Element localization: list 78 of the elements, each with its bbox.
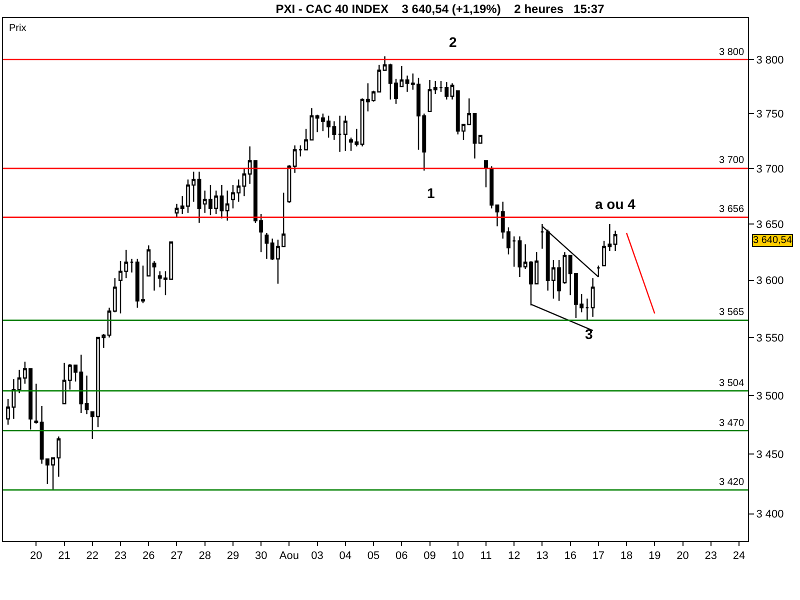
annotation: 1 [427,185,435,201]
candlestick [433,80,438,95]
x-tick-label: 23 [114,550,127,562]
candlestick [512,236,516,268]
x-tick-label: 12 [508,550,520,562]
y-tick-label: 3 700 [756,163,784,176]
annotation: 2 [449,34,457,50]
x-tick-label: 09 [424,550,436,562]
annotation: 3 [585,326,593,342]
x-tick-label: 23 [704,550,718,562]
x-tick-label: 28 [198,550,211,562]
candlestick [439,80,443,92]
x-tick-label: Aou [279,550,299,562]
x-tick-label: 26 [142,550,155,562]
candlestick [338,115,342,153]
y-tick-label: 3 800 [756,54,784,66]
candlestick [590,278,595,318]
candlestick [450,82,454,100]
ref-line-label: 3 504 [719,378,744,389]
candlestick [428,79,432,112]
x-tick-label: 20 [676,550,689,562]
candlestick [225,190,230,222]
x-tick-label: 21 [58,550,70,562]
y-tick-label: 3 750 [756,108,784,120]
x-tick-label: 10 [452,550,464,562]
x-tick-label: 29 [226,550,240,562]
y-tick-label: 3 450 [756,449,784,462]
candlestick [343,115,348,152]
candlestick [490,166,494,209]
candlestick [130,258,134,274]
candlestick [146,244,151,276]
y-axis-title: Prix [9,23,26,34]
y-tick-label: 3 600 [756,275,784,288]
x-tick-label: 18 [620,550,633,562]
ref-line-label: 3 420 [719,477,744,488]
candlestick [484,160,488,188]
candlestick [292,144,297,174]
ref-line-label: 3 800 [719,47,744,58]
x-tick-label: 11 [480,550,492,562]
candlestick [287,164,292,204]
y-tick-label: 3 550 [756,332,784,344]
candlestick [613,230,618,252]
x-tick-label: 27 [170,550,183,562]
x-tick-label: 03 [311,550,324,562]
candlestick [495,204,500,227]
text: 3 640,54 [753,235,792,246]
y-tick-label: 3 650 [756,218,784,231]
ref-line-label: 3 565 [719,307,744,318]
x-tick-label: 22 [86,550,99,562]
y-tick-label: 3 400 [756,508,784,521]
x-tick-label: 30 [254,550,268,562]
candlestick [518,236,522,278]
x-tick-label: 16 [564,550,576,562]
candlestick [34,383,38,424]
x-tick-label: 20 [30,550,42,562]
x-tick-label: 24 [732,550,746,562]
x-tick-label: 19 [648,550,661,562]
candlestick [197,171,202,224]
candlestick [152,260,156,292]
ref-line-label: 3 700 [719,155,744,166]
candlestick [84,375,89,415]
candlestick [478,134,482,144]
x-tick-label: 17 [592,550,605,562]
x-tick-label: 05 [367,550,380,562]
x-tick-label: 06 [396,550,408,562]
ref-line-label: 3 470 [719,418,744,429]
candlestick [585,298,590,321]
y-tick-label: 3 500 [756,390,784,402]
annotation: a ou 4 [595,196,636,212]
candlestick [472,113,477,160]
candlestick [174,203,179,218]
candlestick [298,144,302,157]
x-tick-label: 13 [536,550,548,562]
x-tick-label: 04 [339,550,352,562]
candlestick [444,82,449,100]
ref-line-label: 3 656 [719,204,744,215]
chart-title: PXI - CAC 40 INDEX 3 640,54 (+1,19%) 2 heures 15:37 [276,2,605,16]
candlestick [264,232,269,260]
